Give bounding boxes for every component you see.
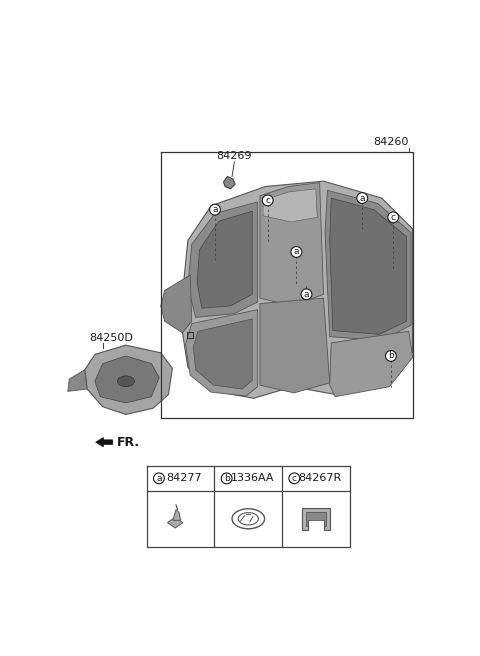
Polygon shape — [193, 319, 252, 389]
Polygon shape — [306, 512, 326, 525]
Text: 84250D: 84250D — [89, 333, 133, 343]
Text: b: b — [224, 474, 229, 483]
Text: a: a — [294, 247, 299, 256]
Polygon shape — [168, 517, 183, 528]
Text: b: b — [388, 352, 394, 360]
Text: c: c — [391, 213, 396, 222]
Polygon shape — [260, 298, 330, 393]
Text: a: a — [212, 205, 218, 214]
Text: c: c — [265, 196, 270, 205]
Circle shape — [262, 195, 273, 206]
Text: 1497AB: 1497AB — [200, 344, 238, 354]
Polygon shape — [173, 510, 180, 520]
Text: a: a — [360, 194, 365, 203]
Polygon shape — [95, 356, 159, 403]
Polygon shape — [68, 370, 87, 392]
Polygon shape — [224, 176, 235, 189]
Text: c: c — [292, 474, 297, 483]
Text: 84260: 84260 — [373, 137, 409, 147]
Circle shape — [289, 473, 300, 483]
Circle shape — [210, 204, 220, 215]
Text: FR.: FR. — [117, 436, 140, 449]
Circle shape — [291, 247, 302, 257]
Text: 1336AA: 1336AA — [230, 474, 274, 483]
Circle shape — [301, 289, 312, 300]
FancyArrow shape — [96, 438, 113, 447]
Circle shape — [385, 350, 396, 361]
Polygon shape — [186, 310, 258, 396]
Polygon shape — [180, 181, 413, 398]
Circle shape — [388, 212, 399, 222]
Polygon shape — [325, 190, 411, 340]
Text: 84269: 84269 — [216, 151, 252, 161]
Polygon shape — [263, 189, 317, 222]
Polygon shape — [197, 211, 252, 308]
Polygon shape — [85, 345, 172, 415]
Bar — [187, 332, 193, 338]
Text: a: a — [156, 474, 162, 483]
Ellipse shape — [117, 376, 134, 387]
Polygon shape — [330, 198, 407, 335]
Polygon shape — [302, 508, 330, 529]
Polygon shape — [188, 202, 258, 318]
Circle shape — [357, 193, 368, 203]
Polygon shape — [161, 275, 192, 333]
Polygon shape — [330, 331, 413, 397]
Circle shape — [221, 473, 232, 483]
Text: 84277: 84277 — [167, 474, 203, 483]
Text: 84267R: 84267R — [298, 474, 341, 483]
Text: a: a — [304, 290, 309, 299]
Polygon shape — [260, 182, 324, 306]
Circle shape — [154, 473, 164, 483]
